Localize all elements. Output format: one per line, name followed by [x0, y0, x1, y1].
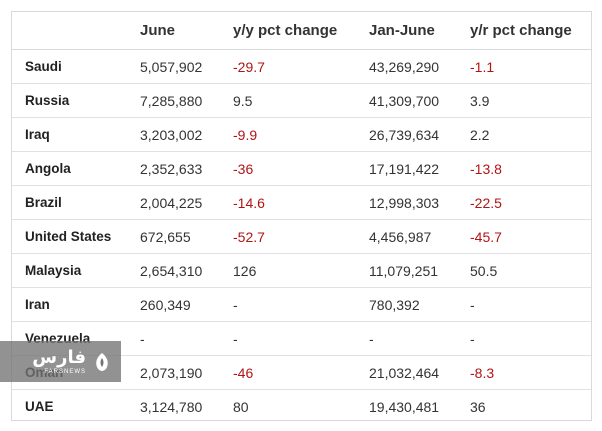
cell-yr-pct-change: 36	[470, 398, 486, 415]
table-body: Saudi 5,057,902 -29.7 43,269,290 -1.1 Russia 7…	[12, 49, 591, 424]
header-country	[12, 12, 140, 50]
cell-country: Malaysia	[12, 253, 140, 288]
table-row: Russia 7,285,880 9.5 41,309,700 3.9	[12, 83, 591, 118]
cell-jan-june: 780,392	[369, 287, 470, 322]
watermark-main: فارس	[32, 346, 86, 368]
cell-jan-june: 12,998,303	[369, 185, 470, 220]
cell-yr-pct-change: 3.9	[470, 83, 591, 118]
cell-yy-pct-change: -36	[233, 151, 369, 186]
cell-country: UAE	[25, 399, 54, 414]
cell-june: 260,349	[140, 287, 233, 322]
table-row: Iraq 3,203,002 -9.9 26,739,634 2.2	[12, 117, 591, 152]
table-header: June y/y pct change Jan-June y/r pct cha…	[12, 12, 591, 50]
cell-country: United States	[12, 219, 140, 254]
cell-june: 2,004,225	[140, 185, 233, 220]
table-row: Brazil 2,004,225 -14.6 12,998,303 -22.5	[12, 185, 591, 220]
fars-logo-icon	[96, 352, 108, 371]
cell-yy-pct-change: -	[233, 321, 369, 356]
cell-june: 7,285,880	[140, 83, 233, 118]
cell-yy-pct-change: -14.6	[233, 185, 369, 220]
cell-country: Iran	[12, 287, 140, 322]
header-june: June	[140, 12, 233, 50]
header-jan-june: Jan-June	[369, 12, 470, 50]
cell-jan-june: -	[369, 321, 470, 356]
cell-june: 5,057,902	[140, 49, 233, 84]
cell-yy-pct-change: -9.9	[233, 117, 369, 152]
cell-yr-pct-change: -	[470, 321, 591, 356]
cell-jan-june: 17,191,422	[369, 151, 470, 186]
table-row: Malaysia 2,654,310 126 11,079,251 50.5	[12, 253, 591, 288]
cell-yy-pct-change: -46	[233, 355, 369, 390]
cell-june: 3,124,780	[140, 398, 203, 415]
cell-yy-pct-change: -	[233, 287, 369, 322]
cell-yy-pct-change: -29.7	[233, 49, 369, 84]
cell-june: 2,352,633	[140, 151, 233, 186]
cell-country: Iraq	[12, 117, 140, 152]
cell-june: 2,654,310	[140, 253, 233, 288]
cell-june: 2,073,190	[140, 355, 233, 390]
cell-yy-pct-change: 80	[233, 398, 249, 415]
cell-yr-pct-change: 2.2	[470, 117, 591, 152]
cell-country: Russia	[12, 83, 140, 118]
cell-country: Angola	[12, 151, 140, 186]
cell-june: 3,203,002	[140, 117, 233, 152]
table-row: Iran 260,349-780,392-	[12, 287, 591, 322]
cell-yy-pct-change: 9.5	[233, 83, 369, 118]
header-yr-pct-change: y/r pct change	[470, 12, 591, 50]
cell-yr-pct-change: -1.1	[470, 49, 591, 84]
header-row: June y/y pct change Jan-June y/r pct cha…	[12, 12, 591, 50]
cell-jan-june: 11,079,251	[369, 253, 470, 288]
cell-yy-pct-change: -52.7	[233, 219, 369, 254]
cell-yr-pct-change: 50.5	[470, 253, 591, 288]
cell-jan-june: 26,739,634	[369, 117, 470, 152]
cell-jan-june: 41,309,700	[369, 83, 470, 118]
imports-table: June y/y pct change Jan-June y/r pct cha…	[12, 12, 591, 423]
cell-country: Saudi	[12, 49, 140, 84]
cell-country: Brazil	[12, 185, 140, 220]
data-table-frame: June y/y pct change Jan-June y/r pct cha…	[11, 11, 592, 421]
cell-june: -	[140, 321, 233, 356]
cell-jan-june: 43,269,290	[369, 49, 470, 84]
cell-yr-pct-change: -45.7	[470, 219, 591, 254]
table-row: Saudi 5,057,902 -29.7 43,269,290 -1.1	[12, 49, 591, 84]
cell-jan-june: 21,032,464	[369, 355, 470, 390]
header-yy-pct-change: y/y pct change	[233, 12, 369, 50]
table-row: United States 672,655 -52.7 4,456,987 -45.7	[12, 219, 591, 254]
cell-yr-pct-change: -13.8	[470, 151, 591, 186]
cell-june: 672,655	[140, 219, 233, 254]
watermark-sub: FARSNEWS	[44, 368, 86, 375]
cell-yr-pct-change: -8.3	[470, 355, 591, 390]
cell-jan-june: 19,430,481	[369, 398, 440, 415]
table-row: Angola 2,352,633 -36 17,191,422 -13.8	[12, 151, 591, 186]
cell-yr-pct-change: -22.5	[470, 185, 591, 220]
table-row: UAE 3,124,780 80 19,430,481 36	[12, 390, 591, 424]
watermark-text: فارس FARSNEWS	[32, 346, 86, 375]
farsnews-watermark: فارس FARSNEWS	[0, 341, 121, 382]
cell-yr-pct-change: -	[470, 287, 591, 322]
cell-jan-june: 4,456,987	[369, 219, 470, 254]
cell-yy-pct-change: 126	[233, 253, 369, 288]
